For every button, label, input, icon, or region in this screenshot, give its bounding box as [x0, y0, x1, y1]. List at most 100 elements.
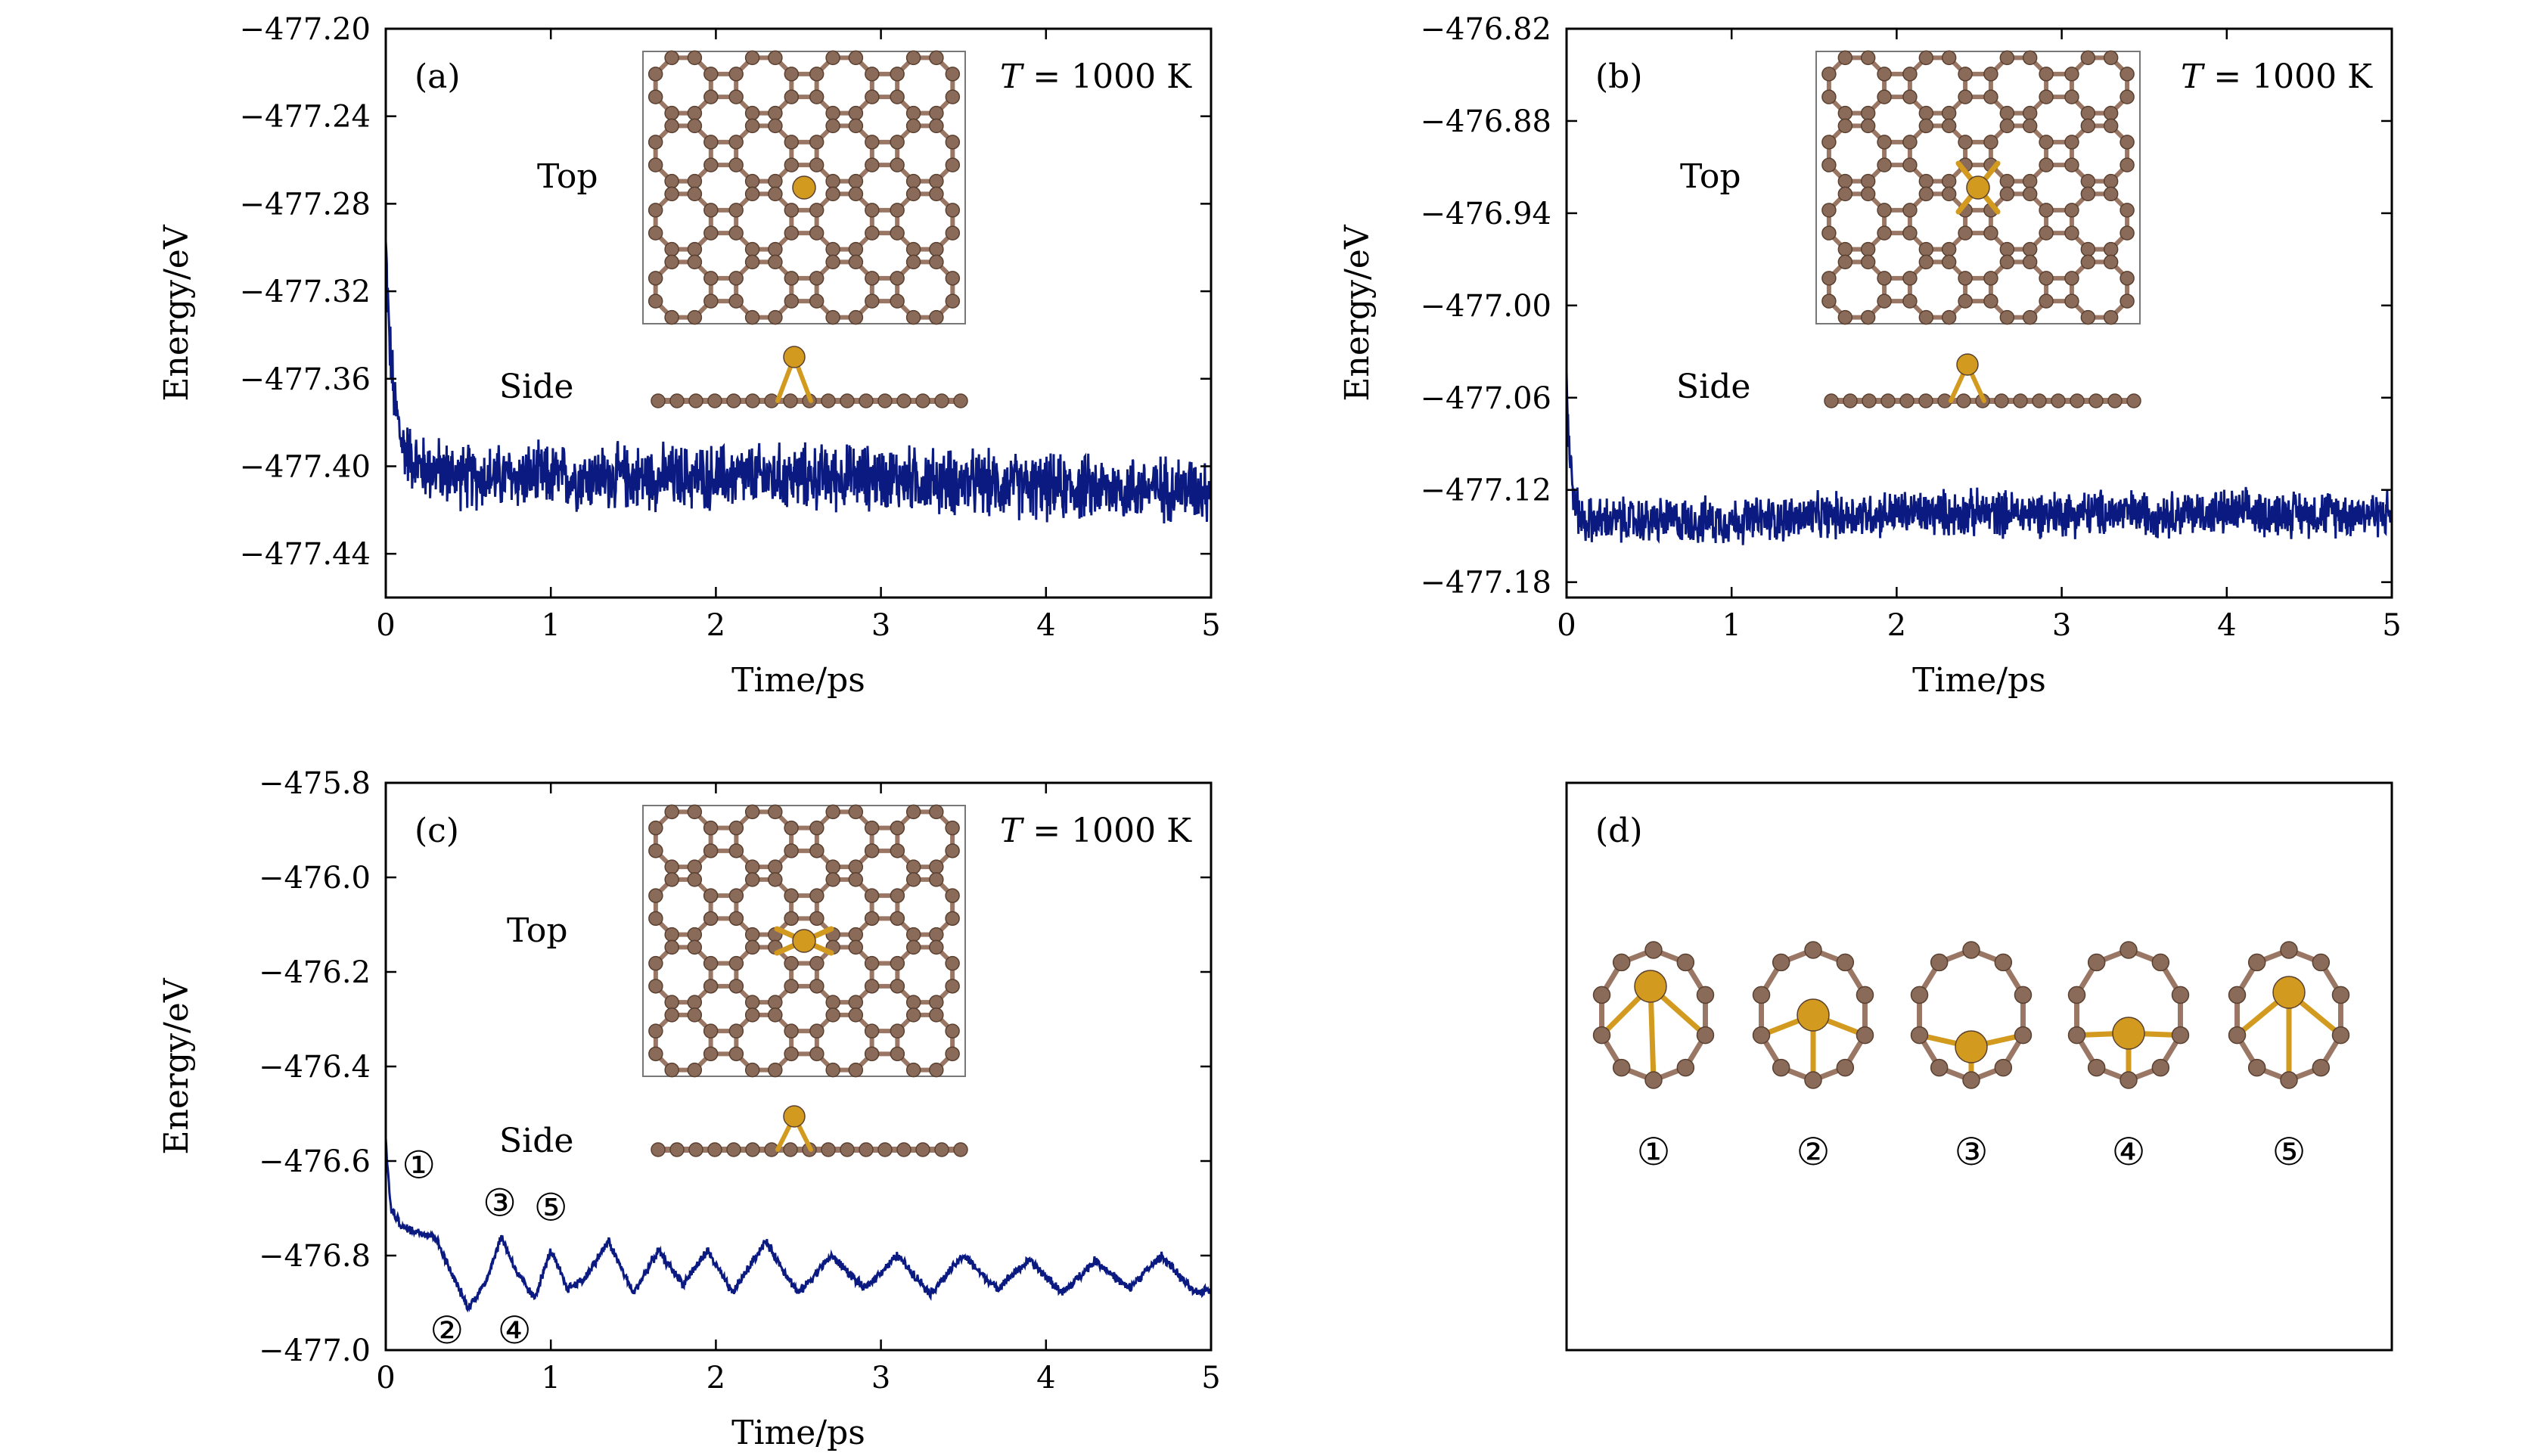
temperature-value: = 1000 K: [1022, 812, 1192, 850]
carbon-atom: [809, 911, 825, 927]
y-tick-label: −477.28: [240, 187, 371, 222]
carbon-atom: [2103, 254, 2119, 270]
carbon-atom: [664, 186, 679, 202]
carbon-atom: [768, 1062, 783, 1078]
carbon-atom: [859, 393, 874, 408]
carbon-atom: [664, 995, 679, 1010]
carbon-atom: [1877, 67, 1892, 82]
carbon-atom: [2022, 118, 2038, 134]
carbon-atom: [2064, 157, 2079, 172]
carbon-atom: [2103, 173, 2119, 189]
carbon-atom: [809, 979, 825, 994]
carbon-atom: [784, 135, 800, 150]
carbon-atom: [877, 1142, 893, 1157]
carbon-atom: [929, 118, 944, 134]
carbon-atom: [664, 804, 679, 820]
carbon-atom: [1899, 393, 1915, 408]
carbon-atom: [1612, 953, 1631, 972]
carbon-atom: [728, 89, 744, 104]
carbon-atom: [929, 50, 944, 66]
y-tick-label: −477.36: [240, 362, 371, 397]
carbon-atom: [784, 271, 800, 286]
carbon-atom: [1941, 241, 1957, 257]
carbon-atom: [905, 173, 921, 189]
carbon-atom: [953, 1142, 968, 1157]
y-tick-label: −476.4: [259, 1050, 371, 1085]
carbon-atom: [2151, 953, 2170, 972]
carbon-atom: [688, 393, 703, 408]
x-tick-label: 1: [541, 1361, 560, 1395]
carbon-atom: [905, 50, 921, 66]
state-marker-1: ①: [402, 1143, 436, 1187]
carbon-atom: [890, 979, 905, 994]
carbon-atom: [1592, 986, 1611, 1004]
y-tick-label: −476.94: [1421, 197, 1551, 231]
carbon-atom: [664, 105, 679, 121]
carbon-atom: [648, 67, 663, 82]
carbon-atom: [703, 203, 719, 218]
carbon-atom: [2120, 271, 2135, 286]
carbon-atom: [2022, 173, 2038, 189]
carbon-atom: [1821, 293, 1837, 309]
carbon-atom: [1902, 157, 1918, 172]
carbon-atom: [2247, 953, 2266, 972]
carbon-atom: [648, 820, 663, 836]
carbon-atom: [728, 955, 744, 971]
carbon-atom: [890, 89, 905, 104]
carbon-atom: [1930, 953, 1949, 972]
carbon-atom: [1918, 118, 1934, 134]
carbon-atom: [2087, 1058, 2106, 1077]
carbon-atom: [1958, 293, 1973, 309]
carbon-atom: [1962, 1071, 1980, 1089]
x-tick-label: 0: [376, 608, 395, 643]
carbon-atom: [687, 241, 703, 257]
carbon-atom: [744, 254, 760, 270]
carbon-atom: [890, 1046, 905, 1062]
carbon-atom: [1696, 986, 1715, 1004]
carbon-atom: [768, 254, 783, 270]
x-tick-label: 2: [1887, 608, 1906, 643]
carbon-atom: [687, 995, 703, 1010]
carbon-atom: [768, 309, 783, 325]
carbon-atom: [2331, 1026, 2350, 1045]
carbon-atom: [687, 105, 703, 121]
x-axis-label: Time/ps: [731, 661, 865, 700]
carbon-atom: [1644, 941, 1663, 959]
carbon-atom: [890, 955, 905, 971]
carbon-atom: [1843, 393, 1858, 408]
carbon-atom: [1821, 157, 1837, 172]
carbon-atom: [1837, 118, 1853, 134]
carbon-atom: [809, 843, 825, 858]
carbon-atom: [1837, 309, 1853, 325]
carbon-atom: [2080, 118, 2096, 134]
carbon-atom: [2228, 986, 2247, 1004]
x-axis-label: Time/ps: [1912, 661, 2046, 700]
carbon-atom: [890, 135, 905, 150]
carbon-atom: [1941, 309, 1957, 325]
carbon-atom: [1983, 135, 1998, 150]
carbon-atom: [664, 872, 679, 887]
carbon-atom: [2070, 393, 2085, 408]
carbon-atom: [2039, 157, 2054, 172]
carbon-atom: [2039, 271, 2054, 286]
carbon-atom: [2126, 393, 2141, 408]
carbon-atom: [1999, 173, 2015, 189]
carbon-atom: [1983, 293, 1998, 309]
carbon-atom: [2064, 203, 2079, 218]
carbon-atom: [864, 911, 880, 927]
carbon-atom: [2014, 986, 2033, 1004]
carbon-atom: [2171, 1026, 2190, 1045]
carbon-atom: [1941, 118, 1957, 134]
carbon-atom: [864, 1046, 880, 1062]
carbon-atom: [1902, 67, 1918, 82]
carbon-atom: [703, 1046, 719, 1062]
carbon-atom: [2088, 393, 2104, 408]
carbon-atom: [2039, 135, 2054, 150]
carbon-atom: [784, 843, 799, 858]
carbon-atom: [648, 89, 663, 104]
carbon-atom: [744, 872, 760, 887]
carbon-atom: [784, 955, 799, 971]
carbon-atom: [1860, 186, 1876, 202]
carbon-atom: [2331, 986, 2350, 1004]
carbon-atom: [1860, 254, 1876, 270]
